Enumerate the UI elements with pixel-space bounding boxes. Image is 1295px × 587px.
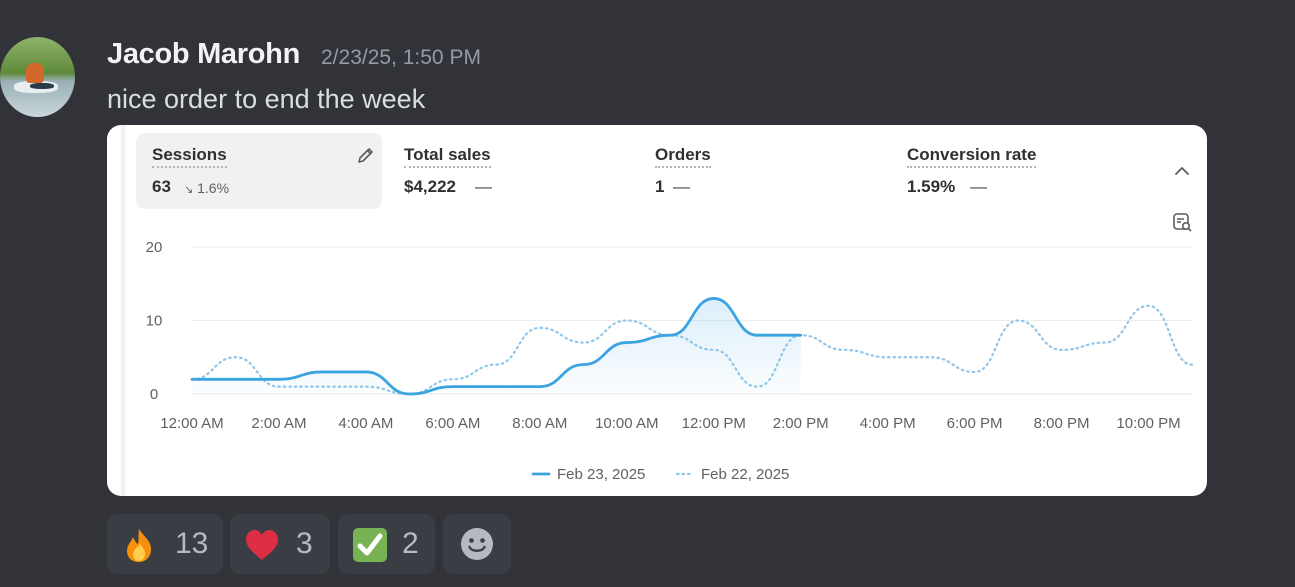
sessions-line-chart: 0 10 20 12:00 AM 2:00 AM 4:00 AM 6:00 AM 8:00 A… [146, 239, 1194, 483]
reaction-count: 13 [175, 527, 209, 560]
reaction-heart[interactable]: 3 [230, 514, 330, 574]
reaction-check[interactable]: 2 [338, 514, 435, 574]
x-tick-label: 10:00 PM [1116, 415, 1180, 432]
metric-change: ↘ 1.6% [184, 180, 230, 196]
metric-change: — [970, 177, 987, 196]
x-tick-label: 8:00 AM [512, 415, 567, 432]
y-tick-label: 10 [146, 313, 163, 330]
metric-change: — [673, 177, 690, 196]
y-tick-label: 0 [150, 386, 158, 403]
smiley-icon [461, 528, 493, 560]
metric-conversion-rate[interactable]: Conversion rate 1.59% — [891, 133, 1137, 209]
x-tick-label: 2:00 PM [773, 415, 829, 432]
x-tick-label: 6:00 AM [425, 415, 480, 432]
author-name[interactable]: Jacob Marohn [107, 38, 300, 70]
reaction-count: 3 [296, 527, 313, 560]
avatar-jetski-seat [30, 83, 54, 89]
x-tick-label: 4:00 AM [338, 415, 393, 432]
add-reaction-button[interactable] [443, 514, 511, 574]
series-line-feb-23 [190, 297, 803, 396]
x-tick-label: 6:00 PM [947, 415, 1003, 432]
user-avatar[interactable] [0, 37, 75, 117]
metric-value: 1 [655, 177, 665, 196]
x-tick-label: 10:00 AM [595, 415, 658, 432]
metric-value: $4,222 [404, 177, 456, 196]
reaction-fire[interactable]: 13 [107, 514, 223, 574]
metric-label: Conversion rate [907, 145, 1037, 168]
metric-orders[interactable]: Orders 1 — [639, 133, 885, 209]
metric-label: Sessions [152, 145, 227, 168]
heart-icon [246, 530, 278, 560]
avatar-rider-shape [26, 63, 44, 83]
analytics-embed-card: Sessions 63 ↘ 1.6% Total sales $4,222 — … [107, 125, 1207, 496]
series-line-feb-22 [190, 304, 1194, 396]
chart-search-icon[interactable] [1171, 211, 1193, 233]
card-left-bar [121, 125, 125, 496]
chevron-up-icon[interactable] [1171, 161, 1193, 181]
x-tick-label: 12:00 AM [160, 415, 223, 432]
x-tick-label: 4:00 PM [860, 415, 916, 432]
message-text: nice order to end the week [107, 84, 426, 114]
metric-value: 63 [152, 177, 171, 196]
x-tick-label: 8:00 PM [1034, 415, 1090, 432]
metric-label: Orders [655, 145, 711, 168]
y-tick-label: 20 [146, 239, 163, 256]
series-area-feb-23 [192, 298, 801, 394]
reaction-count: 2 [402, 527, 419, 560]
metric-sessions[interactable]: Sessions 63 ↘ 1.6% [136, 133, 382, 209]
message-timestamp[interactable]: 2/23/25, 1:50 PM [321, 46, 481, 69]
metric-label: Total sales [404, 145, 491, 168]
fire-icon [127, 529, 152, 562]
pencil-icon[interactable] [356, 145, 376, 165]
x-tick-label: 2:00 AM [251, 415, 306, 432]
legend-label-feb-23: Feb 23, 2025 [557, 466, 645, 483]
metric-change: — [475, 177, 492, 196]
metric-value: 1.59% [907, 177, 956, 196]
arrow-down-right-icon: ↘ [184, 184, 194, 196]
metric-total-sales[interactable]: Total sales $4,222 — [388, 133, 634, 209]
legend-label-feb-22: Feb 22, 2025 [701, 466, 789, 483]
check-mark-icon [353, 528, 387, 562]
x-tick-label: 12:00 PM [682, 415, 746, 432]
